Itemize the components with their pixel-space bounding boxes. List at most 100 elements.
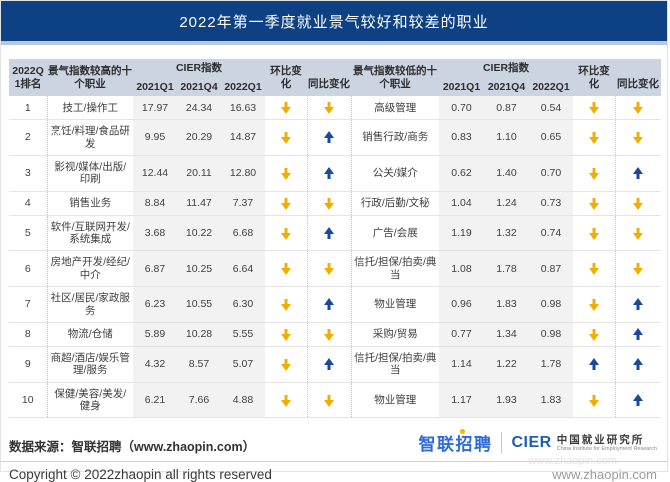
value-2022q1-low: 1.83	[529, 382, 573, 418]
yoy-change-low	[614, 346, 661, 383]
mom-change-high	[265, 191, 307, 216]
header-cier-index-high: CIER指数	[133, 59, 265, 78]
value-2021q4-low: 1.32	[484, 215, 529, 251]
yoy-change-low	[614, 191, 661, 216]
page-title: 2022年第一季度就业景气较好和较差的职业	[179, 13, 489, 31]
value-2021q1-high: 6.21	[133, 382, 177, 418]
mom-change-low	[573, 96, 615, 120]
trend-down-arrow	[280, 101, 291, 114]
value-2022q1-high: 7.37	[221, 191, 265, 216]
value-2021q1-high: 9.95	[133, 119, 177, 156]
rank-cell: 6	[9, 250, 47, 287]
mom-change-low	[573, 322, 615, 347]
yoy-change-high	[306, 322, 351, 347]
mom-change-high	[265, 250, 307, 287]
yoy-change-low	[614, 382, 661, 418]
trend-down-arrow	[280, 167, 291, 180]
value-2022q1-low: 0.65	[529, 119, 573, 156]
yoy-change-high	[306, 250, 351, 287]
header-yoy-low: 同比变化	[615, 59, 661, 97]
mom-change-high	[265, 155, 307, 192]
value-2021q1-low: 1.08	[439, 250, 484, 287]
value-2021q1-high: 17.97	[133, 96, 177, 120]
trend-down-arrow	[280, 394, 291, 407]
value-2021q1-high: 6.87	[133, 250, 177, 287]
header-2021q1-high: 2021Q1	[133, 77, 177, 97]
header-2021q1-low: 2021Q1	[439, 77, 484, 97]
value-2021q4-low: 1.83	[484, 286, 529, 323]
cier-org-name-cn: 中国就业研究所	[556, 433, 645, 446]
value-2022q1-low: 0.74	[529, 215, 573, 251]
trend-up-arrow	[633, 358, 644, 371]
occupation-high-cell: 保健/美容/美发/健身	[46, 382, 133, 418]
value-2021q4-high: 10.22	[177, 215, 221, 251]
zhaopin-logo-dot-icon	[459, 429, 465, 435]
yoy-change-low	[614, 250, 661, 287]
trend-down-arrow	[633, 131, 644, 144]
value-2022q1-high: 6.68	[221, 215, 265, 251]
value-2021q4-high: 20.29	[177, 119, 221, 156]
footer-bottom: Copyright © 2022zhaopin all rights reser…	[1, 462, 667, 482]
employment-prosperity-table: 2022Q1排名 景气指数较高的十个职业 CIER指数 环比变化 同比变化 景气…	[9, 59, 661, 418]
trend-up-arrow	[324, 227, 335, 240]
trend-up-arrow	[324, 358, 335, 371]
value-2022q1-low: 0.54	[529, 96, 573, 120]
rank-cell: 5	[9, 215, 47, 251]
rank-cell: 2	[9, 119, 47, 156]
value-2022q1-high: 5.55	[221, 322, 265, 347]
trend-down-arrow	[588, 262, 599, 275]
trend-down-arrow	[280, 227, 291, 240]
trend-down-arrow	[588, 227, 599, 240]
value-2021q1-low: 0.62	[439, 155, 484, 192]
header-cier-index-low: CIER指数	[439, 59, 573, 78]
value-2022q1-high: 6.30	[221, 286, 265, 323]
table-body: 1 技工/操作工 17.97 24.34 16.63 高级管理 0.70 0.87 0.54 2 烹…	[9, 96, 661, 418]
trend-down-arrow	[633, 262, 644, 275]
trend-down-arrow	[588, 101, 599, 114]
header-2021q4-low: 2021Q4	[484, 77, 529, 97]
value-2021q1-low: 0.83	[439, 119, 484, 156]
value-2021q1-low: 1.04	[439, 191, 484, 216]
table-row: 2 烹饪/料理/食品研发 9.95 20.29 14.87 销售行政/商务 0.83 1.10…	[9, 119, 661, 156]
value-2022q1-high: 14.87	[221, 119, 265, 156]
occupation-low-cell: 采购/贸易	[350, 322, 439, 347]
table-row: 8 物流/仓储 5.89 10.28 5.55 采购/贸易 0.77 1.34 0.98	[9, 322, 661, 347]
occupation-high-cell: 影视/媒体/出版/印刷	[46, 155, 133, 192]
value-2021q4-low: 1.93	[484, 382, 529, 418]
trend-down-arrow	[324, 101, 335, 114]
yoy-change-low	[614, 215, 661, 251]
value-2021q1-high: 4.32	[133, 346, 177, 383]
trend-down-arrow	[280, 197, 291, 210]
occupation-high-cell: 销售业务	[46, 191, 133, 216]
yoy-change-high	[306, 155, 351, 192]
trend-up-arrow	[633, 167, 644, 180]
rank-cell: 8	[9, 322, 47, 347]
trend-up-arrow	[633, 328, 644, 341]
value-2021q1-low: 0.96	[439, 286, 484, 323]
mom-change-high	[265, 119, 307, 156]
value-2022q1-high: 12.80	[221, 155, 265, 192]
trend-down-arrow	[588, 328, 599, 341]
mom-change-low	[573, 382, 615, 418]
value-2021q1-low: 1.14	[439, 346, 484, 383]
zhaopin-logo-text: 智联招聘	[418, 435, 493, 455]
header-yoy-high: 同比变化	[307, 59, 351, 97]
accent-strip	[1, 41, 667, 45]
yoy-change-low	[614, 286, 661, 323]
yoy-change-low	[614, 322, 661, 347]
zhaopin-logo: 智联招聘	[418, 429, 493, 455]
mom-change-low	[573, 119, 615, 156]
data-source-text: 数据来源：智联招聘（www.zhaopin.com）	[9, 440, 256, 455]
header-rank: 2022Q1排名	[9, 59, 47, 97]
value-2021q1-low: 1.19	[439, 215, 484, 251]
trend-up-arrow	[588, 358, 599, 371]
cier-logo-text: CIER	[511, 433, 552, 451]
trend-down-arrow	[588, 131, 599, 144]
yoy-change-high	[306, 215, 351, 251]
value-2021q4-high: 24.34	[177, 96, 221, 120]
value-2021q1-high: 5.89	[133, 322, 177, 347]
value-2021q1-low: 0.77	[439, 322, 484, 347]
occupation-low-cell: 物业管理	[350, 286, 439, 323]
occupation-high-cell: 技工/操作工	[46, 96, 133, 120]
occupation-high-cell: 烹饪/料理/食品研发	[46, 119, 133, 156]
